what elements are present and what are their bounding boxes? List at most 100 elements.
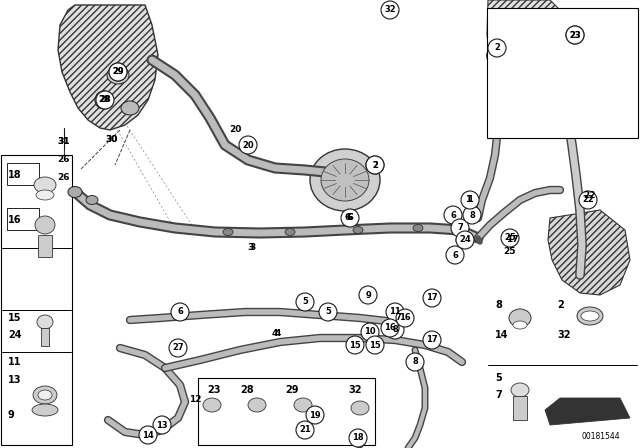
Polygon shape	[487, 0, 580, 102]
Text: 3: 3	[249, 244, 255, 253]
Text: 13: 13	[156, 421, 168, 430]
Text: 7: 7	[457, 224, 463, 233]
Ellipse shape	[456, 234, 472, 246]
Circle shape	[451, 219, 469, 237]
Ellipse shape	[581, 311, 599, 321]
Ellipse shape	[321, 159, 369, 201]
Ellipse shape	[294, 398, 312, 412]
Circle shape	[239, 136, 257, 154]
Text: 32: 32	[348, 385, 362, 395]
Text: 5: 5	[325, 307, 331, 316]
Text: 32: 32	[557, 330, 570, 340]
Circle shape	[306, 406, 324, 424]
Text: 14: 14	[495, 330, 509, 340]
Ellipse shape	[513, 321, 527, 329]
Circle shape	[461, 191, 479, 209]
Ellipse shape	[37, 315, 53, 329]
Bar	[487, 8, 638, 138]
Bar	[7, 208, 39, 230]
Text: 20: 20	[229, 125, 241, 134]
Text: 7: 7	[395, 314, 401, 323]
Text: 10: 10	[364, 327, 376, 336]
Text: 2: 2	[557, 300, 564, 310]
Ellipse shape	[34, 177, 56, 193]
Text: 25: 25	[504, 233, 516, 242]
Text: 8: 8	[469, 211, 475, 220]
Circle shape	[444, 206, 462, 224]
Text: 6: 6	[450, 211, 456, 220]
Text: 30: 30	[106, 135, 118, 145]
Circle shape	[446, 246, 464, 264]
Text: 23: 23	[569, 30, 581, 39]
Ellipse shape	[353, 227, 363, 233]
Text: 11: 11	[8, 357, 22, 367]
Polygon shape	[548, 210, 630, 295]
Text: 2: 2	[372, 160, 378, 169]
Text: 22: 22	[584, 190, 596, 199]
Text: 6: 6	[177, 307, 183, 316]
Text: 18: 18	[8, 170, 22, 180]
Text: 22: 22	[582, 195, 594, 204]
Bar	[513, 396, 527, 420]
Text: 30: 30	[106, 135, 118, 145]
Circle shape	[361, 323, 379, 341]
Text: 24: 24	[8, 330, 22, 340]
Text: 29: 29	[112, 68, 124, 77]
Text: 16: 16	[399, 314, 411, 323]
Ellipse shape	[121, 101, 139, 115]
Circle shape	[296, 421, 314, 439]
Text: 6: 6	[345, 214, 351, 223]
Text: 20: 20	[242, 141, 254, 150]
Circle shape	[566, 26, 584, 44]
Text: 14: 14	[142, 431, 154, 439]
Circle shape	[296, 293, 314, 311]
Circle shape	[95, 91, 113, 109]
Circle shape	[139, 426, 157, 444]
Bar	[198, 378, 375, 445]
Text: 21: 21	[299, 426, 311, 435]
Text: 8: 8	[412, 358, 418, 366]
Circle shape	[579, 191, 597, 209]
Circle shape	[501, 229, 519, 247]
Bar	[38, 235, 52, 257]
Circle shape	[349, 429, 367, 447]
Circle shape	[366, 336, 384, 354]
Circle shape	[406, 353, 424, 371]
Circle shape	[109, 63, 127, 81]
Circle shape	[386, 303, 404, 321]
Circle shape	[96, 91, 114, 109]
Text: 4: 4	[272, 328, 278, 337]
Ellipse shape	[310, 149, 380, 211]
Text: 15: 15	[349, 340, 361, 349]
Circle shape	[171, 303, 189, 321]
Text: 31: 31	[58, 138, 70, 146]
Text: 28: 28	[98, 95, 110, 104]
Ellipse shape	[577, 307, 603, 325]
Text: 3: 3	[247, 244, 253, 253]
Ellipse shape	[68, 186, 82, 198]
Text: 5: 5	[302, 297, 308, 306]
Ellipse shape	[38, 390, 52, 400]
Text: 15: 15	[369, 340, 381, 349]
Circle shape	[463, 206, 481, 224]
Ellipse shape	[203, 398, 221, 412]
Text: 8: 8	[392, 326, 398, 335]
Circle shape	[381, 319, 399, 337]
Circle shape	[386, 321, 404, 339]
Circle shape	[359, 286, 377, 304]
Text: 25: 25	[504, 247, 516, 257]
Text: 28: 28	[99, 95, 111, 104]
Text: 7: 7	[495, 390, 502, 400]
Ellipse shape	[35, 216, 55, 234]
Circle shape	[381, 1, 399, 19]
Text: 6: 6	[452, 250, 458, 259]
Circle shape	[346, 336, 364, 354]
Text: 27: 27	[172, 344, 184, 353]
Text: 6: 6	[347, 214, 353, 223]
Circle shape	[169, 339, 187, 357]
Circle shape	[423, 331, 441, 349]
Text: 6: 6	[347, 214, 353, 223]
Circle shape	[488, 39, 506, 57]
Text: 28: 28	[240, 385, 253, 395]
Text: 5: 5	[495, 373, 502, 383]
